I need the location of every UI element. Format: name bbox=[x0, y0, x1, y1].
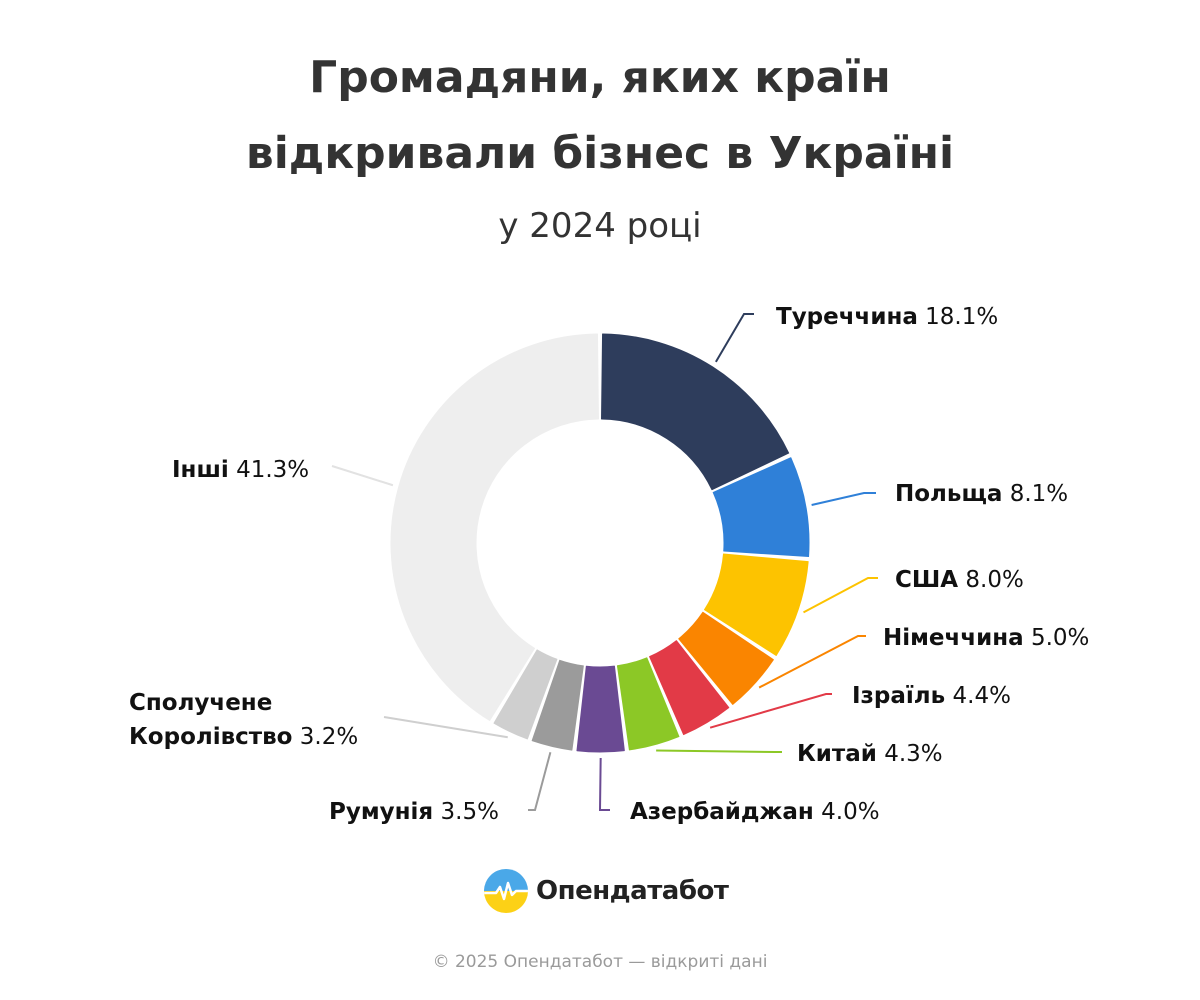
slice-label-name: Інші bbox=[172, 457, 229, 483]
slice-label-румунія: Румунія 3.5% bbox=[329, 799, 499, 825]
slice-label-name: Сполучене bbox=[129, 690, 272, 716]
leader-line-китай bbox=[656, 749, 782, 753]
slice-label-value: 4.4% bbox=[945, 683, 1011, 709]
slice-label-value: 18.1% bbox=[918, 304, 998, 330]
leader-line-сполучене-королівство bbox=[383, 716, 508, 739]
leader-line-азербайджан bbox=[598, 757, 610, 811]
slice-label-name: США bbox=[895, 567, 958, 593]
slice-інші bbox=[390, 333, 599, 721]
slice-label-name: Китай bbox=[797, 741, 877, 767]
slice-label-ізраїль: Ізраїль 4.4% bbox=[852, 683, 1011, 709]
slice-label-value: 8.1% bbox=[1002, 481, 1068, 507]
slice-label-value: 8.0% bbox=[958, 567, 1024, 593]
slice-польща bbox=[712, 457, 810, 558]
leader-line-туреччина bbox=[715, 313, 754, 363]
slice-labels: Туреччина 18.1% Польща 8.1% США 8.0% Німечч… bbox=[129, 304, 1089, 825]
slice-label-сша: США 8.0% bbox=[895, 567, 1024, 593]
slice-label-китай: Китай 4.3% bbox=[797, 741, 943, 767]
slice-label-name: Румунія bbox=[329, 799, 433, 825]
slice-label-value: 3.5% bbox=[433, 799, 499, 825]
slice-ізраїль bbox=[649, 640, 730, 736]
slice-азербайджан bbox=[576, 665, 625, 753]
leader-line-інші bbox=[331, 465, 394, 487]
slice-label-name: Азербайджан bbox=[630, 799, 814, 825]
slice-туреччина bbox=[601, 333, 790, 491]
leader-line-польща bbox=[811, 492, 876, 506]
chart-title-line-2: відкривали бізнес в Україні bbox=[245, 128, 955, 179]
slice-label-name: Польща bbox=[895, 481, 1002, 507]
slice-сполучене-королівство bbox=[493, 649, 558, 740]
slice-label-сполучене-королівство: Королівство 3.2% bbox=[129, 724, 358, 750]
slice-label-value: 4.3% bbox=[877, 741, 943, 767]
slice-label-value: 41.3% bbox=[229, 457, 309, 483]
brand: Опендатабот bbox=[484, 869, 729, 913]
slice-label-value: 4.0% bbox=[814, 799, 880, 825]
slice-label-німеччина: Німеччина 5.0% bbox=[883, 625, 1089, 651]
slice-китай bbox=[616, 657, 680, 751]
slice-label-value: 5.0% bbox=[1024, 625, 1090, 651]
slice-сша bbox=[704, 553, 809, 656]
slice-label-польща: Польща 8.1% bbox=[895, 481, 1068, 507]
opendatabot-logo-icon bbox=[484, 869, 528, 913]
slice-label-туреччина: Туреччина 18.1% bbox=[776, 304, 998, 330]
leader-line-румунія bbox=[528, 751, 552, 811]
slice-label-name: Королівство bbox=[129, 724, 292, 750]
slice-німеччина bbox=[678, 611, 774, 705]
slice-румунія bbox=[531, 659, 584, 751]
footer-copyright: © 2025 Опендатабот — відкриті дані bbox=[432, 952, 768, 972]
slice-label-value: 3.2% bbox=[292, 724, 358, 750]
chart-title-line-1: Громадяни, яких країн bbox=[309, 52, 891, 103]
slice-label-азербайджан: Азербайджан 4.0% bbox=[630, 799, 880, 825]
leader-line-німеччина bbox=[758, 635, 866, 689]
leader-line-сша bbox=[803, 577, 878, 614]
slice-label-name: Ізраїль bbox=[852, 683, 945, 709]
slice-label-сполучене-королівство: Сполучене bbox=[129, 690, 272, 716]
chart-subtitle: у 2024 році bbox=[498, 206, 702, 246]
slice-label-name: Німеччина bbox=[883, 625, 1024, 651]
brand-name: Опендатабот bbox=[536, 876, 729, 906]
slice-label-name: Туреччина bbox=[776, 304, 918, 330]
donut-slices bbox=[390, 333, 810, 753]
leader-lines bbox=[331, 313, 878, 811]
slice-label-інші: Інші 41.3% bbox=[172, 457, 309, 483]
leader-line-ізраїль bbox=[709, 693, 832, 729]
